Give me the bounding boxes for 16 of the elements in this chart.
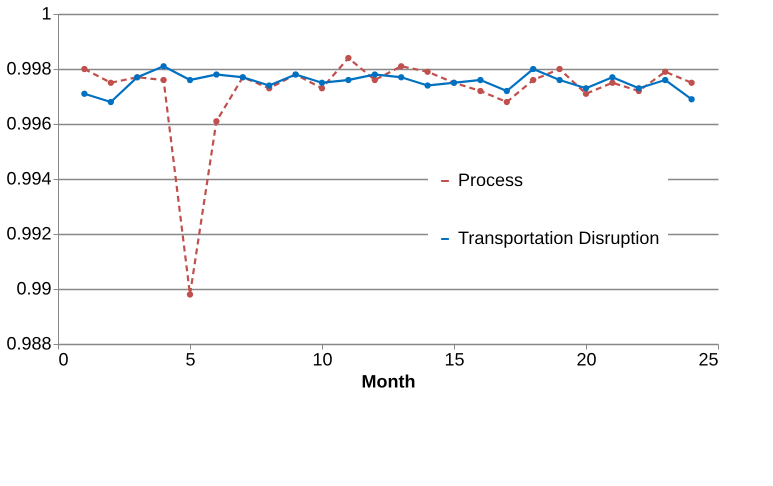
legend-label: Process — [458, 170, 524, 190]
y-tick-label: 1 — [41, 4, 52, 24]
legend-label: Transportation Disruption — [458, 228, 660, 248]
y-tick-label: 0.998 — [6, 58, 52, 78]
y-tick-label: 0.988 — [6, 334, 52, 354]
x-axis-title: Month — [362, 372, 416, 392]
x-tick-label: 0 — [58, 350, 69, 370]
y-tick-label: 0.99 — [16, 278, 52, 298]
y-tick-label: 0.996 — [6, 114, 52, 134]
x-tick-label: 10 — [312, 350, 333, 370]
y-tick-label: 0.994 — [6, 168, 52, 188]
x-tick-label: 5 — [185, 350, 196, 370]
x-tick-label: 20 — [576, 350, 597, 370]
x-tick-label: 25 — [698, 350, 718, 370]
y-tick-label: 0.992 — [6, 224, 52, 244]
x-tick-label: 15 — [444, 350, 465, 370]
